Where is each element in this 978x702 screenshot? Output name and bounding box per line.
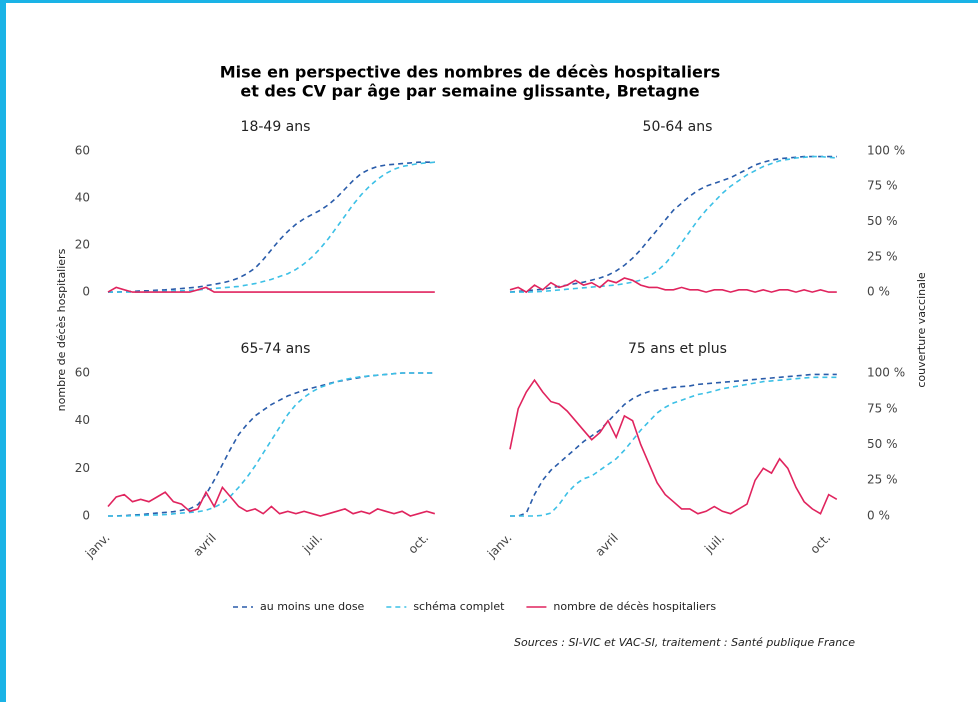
- series-line: [510, 376, 837, 517]
- panel-title: 18-49 ans: [241, 119, 311, 135]
- y2-axis-label: couverture vaccinale: [915, 272, 928, 388]
- series-line: [510, 373, 837, 517]
- series-line: [108, 161, 435, 293]
- y-tick-label: 0: [82, 285, 90, 299]
- chart-title: et des CV par âge par semaine glissante,…: [240, 82, 699, 101]
- top-border: [0, 0, 978, 3]
- y2-tick-label: 50 %: [867, 437, 898, 451]
- panel-title: 75 ans et plus: [628, 341, 727, 357]
- y-tick-label: 20: [75, 238, 90, 252]
- series-line: [107, 485, 436, 517]
- y-axis-label: nombre de décès hospitaliers: [55, 248, 68, 411]
- y-tick-label: 20: [75, 461, 90, 475]
- legend-label: schéma complet: [413, 600, 505, 613]
- y2-tick-label: 100 %: [867, 366, 905, 380]
- y2-tick-label: 75 %: [867, 401, 898, 415]
- left-border: [0, 0, 6, 702]
- y2-tick-label: 25 %: [867, 249, 898, 263]
- legend-label: au moins une dose: [260, 600, 365, 613]
- series-line: [509, 277, 837, 294]
- y2-tick-label: 0 %: [867, 508, 890, 522]
- y2-tick-label: 75 %: [867, 179, 898, 193]
- series-line: [108, 372, 435, 517]
- series-line: [108, 161, 435, 293]
- series-line: [510, 155, 837, 293]
- legend-label: nombre de décès hospitaliers: [553, 600, 716, 613]
- panel-title: 50-64 ans: [643, 119, 713, 135]
- panel-title: 65-74 ans: [241, 341, 311, 357]
- series-line: [509, 378, 838, 515]
- source: Sources : SI-VIC et VAC-SI, traitement :…: [514, 636, 855, 649]
- y2-tick-label: 100 %: [867, 143, 905, 157]
- y-tick-label: 0: [82, 509, 90, 523]
- y-tick-label: 60: [75, 143, 90, 157]
- y2-tick-label: 0 %: [867, 285, 890, 299]
- y2-tick-label: 50 %: [867, 214, 898, 228]
- series-line: [107, 286, 435, 293]
- y-tick-label: 40: [75, 190, 90, 204]
- y-tick-label: 40: [75, 413, 90, 427]
- series-line: [108, 372, 435, 517]
- chart-title: Mise en perspective des nombres de décès…: [220, 63, 721, 82]
- y-tick-label: 60: [75, 365, 90, 379]
- y2-tick-label: 25 %: [867, 473, 898, 487]
